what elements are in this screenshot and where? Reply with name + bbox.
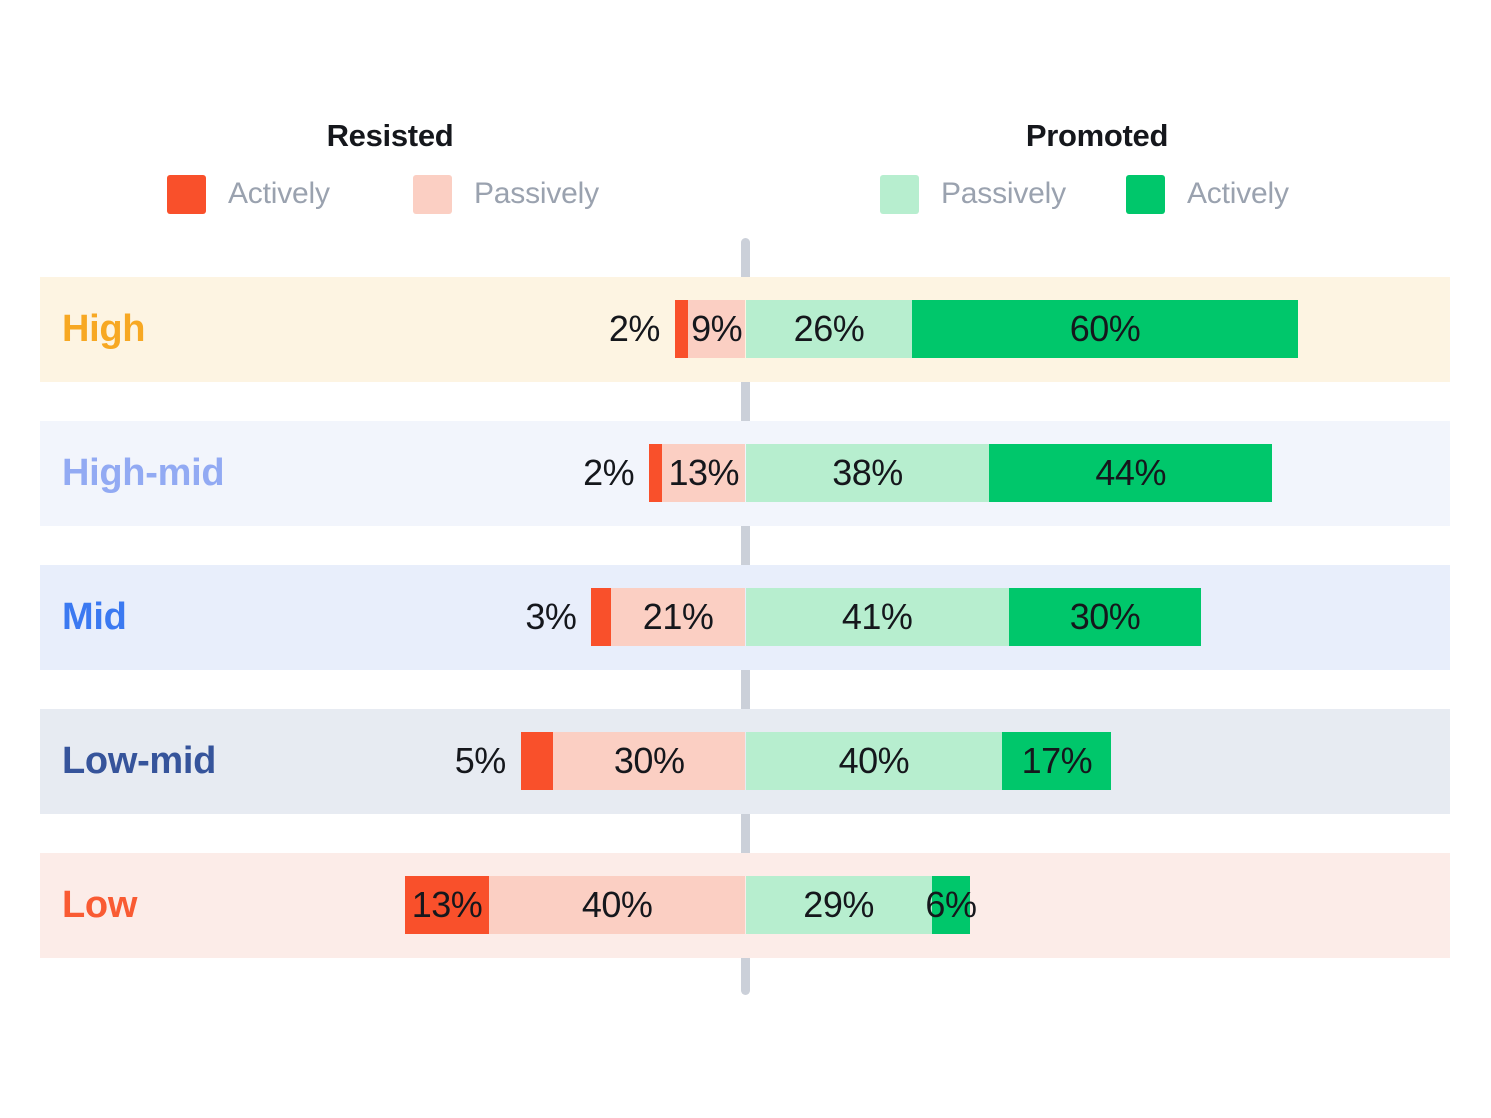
bar-segment	[989, 444, 1272, 502]
bar-segment	[610, 588, 746, 646]
value-label: 3%	[525, 596, 577, 637]
value-label: 26%	[793, 308, 865, 349]
legend-item-passively-promoted: Passively	[880, 174, 1066, 214]
legend-title-promoted: Promoted	[1025, 118, 1169, 153]
value-label: 40%	[838, 740, 910, 781]
value-label: 44%	[1095, 452, 1166, 493]
chart-row-mid: Mid 3% 21% 41% 30%	[40, 565, 1450, 670]
value-label: 40%	[581, 884, 653, 925]
value-label: 38%	[832, 452, 903, 493]
value-label: 6%	[925, 884, 977, 925]
bar-segment	[745, 588, 1009, 646]
bar-segment	[745, 732, 1003, 790]
bar-segment	[912, 300, 1298, 358]
bar-segment	[745, 300, 913, 358]
row-label: High	[62, 308, 146, 350]
bar-segment	[662, 444, 746, 502]
bar-segment	[745, 444, 990, 502]
value-label: 29%	[803, 884, 874, 925]
bar-segment	[405, 876, 489, 934]
bar-segment	[931, 876, 971, 934]
legend-item-passively-resisted: Passively	[413, 174, 599, 214]
bar-segment	[591, 588, 611, 646]
value-label: 2%	[583, 452, 635, 493]
passively-resisted-swatch	[413, 174, 452, 214]
value-label: 13%	[411, 884, 483, 925]
chart-row-low-mid: Low-mid 5% 30% 40% 17%	[40, 709, 1450, 814]
legend-label: Passively	[941, 177, 1066, 210]
bar-segment	[488, 876, 746, 934]
row-label: Low-mid	[62, 740, 217, 782]
value-label: 13%	[668, 452, 740, 493]
bar-segment	[687, 300, 746, 358]
bar-segment	[649, 444, 663, 502]
value-label: 5%	[454, 740, 507, 781]
value-label: 60%	[1069, 308, 1141, 349]
bar-segment	[520, 732, 553, 790]
value-label: 9%	[691, 308, 743, 349]
row-label: Low	[62, 884, 138, 926]
bar-segment	[552, 732, 746, 790]
row-label: High-mid	[62, 452, 225, 494]
bar-segment	[1008, 588, 1202, 646]
value-label: 17%	[1021, 740, 1093, 781]
chart-row-high-mid: High-mid 2% 13% 38% 44%	[40, 421, 1450, 526]
legend-item-actively-promoted: Actively	[1126, 174, 1289, 214]
value-label: 41%	[841, 596, 913, 637]
row-label: Mid	[62, 596, 127, 638]
actively-resisted-swatch	[167, 174, 206, 214]
bar-segment	[1002, 732, 1112, 790]
legend-title-resisted: Resisted	[326, 118, 454, 153]
legend-item-actively-resisted: Actively	[167, 174, 330, 214]
chart-row-high: High 2% 9% 26% 60%	[40, 277, 1450, 382]
actively-promoted-swatch	[1126, 174, 1165, 214]
bar-segment	[745, 876, 932, 934]
passively-promoted-swatch	[880, 174, 919, 214]
bar-segment	[674, 300, 688, 358]
value-label: 30%	[1069, 596, 1141, 637]
chart-row-low: Low 13% 40% 29% 6%	[40, 853, 1450, 958]
value-label: 30%	[613, 740, 685, 781]
legend-label: Passively	[474, 177, 599, 210]
legend-label: Actively	[228, 177, 330, 210]
legend-label: Actively	[1187, 177, 1289, 210]
value-label: 21%	[642, 596, 714, 637]
value-label: 2%	[608, 308, 661, 349]
